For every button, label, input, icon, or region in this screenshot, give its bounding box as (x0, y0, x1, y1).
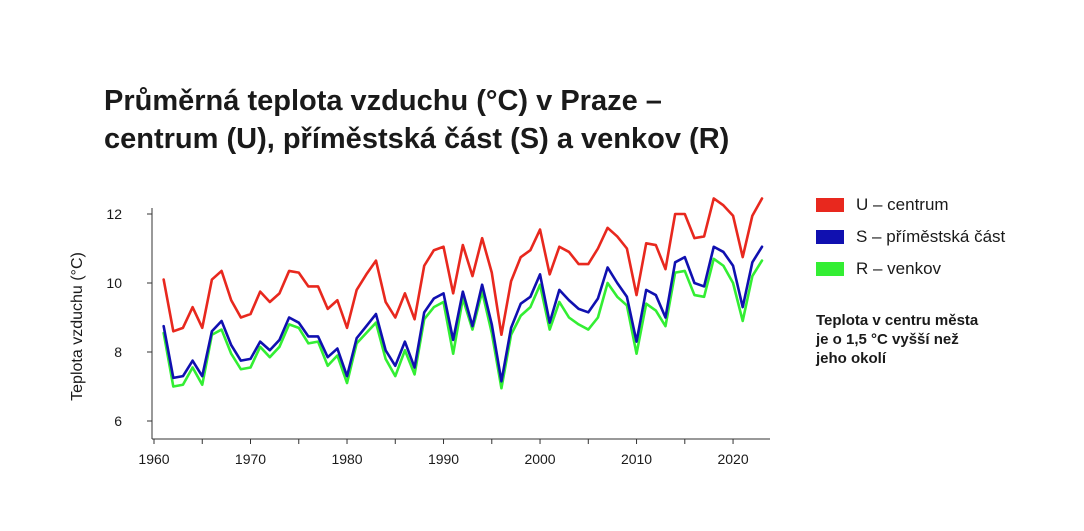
legend-item-3: R – venkov (816, 253, 1005, 285)
chart-title: Průměrná teplota vzduchu (°C) v Praze – … (104, 82, 804, 158)
chart-legend: U – centrum S – příměstská část R – venkov (816, 189, 1005, 285)
legend-label: U – centrum (856, 195, 949, 214)
y-tick-label: 10 (106, 275, 122, 291)
y-tick-label: 12 (106, 206, 122, 222)
y-axis-title: Teplota vzduchu (°C) (69, 252, 86, 401)
chart-note-line-1: Teplota v centru města (816, 312, 979, 329)
legend-label: S – příměstská část (856, 227, 1006, 246)
chart-title-line-2: centrum (U), příměstská část (S) a venko… (104, 123, 730, 155)
legend-item-1: U – centrum (816, 189, 1005, 221)
legend-swatch (816, 262, 844, 276)
x-tick-label: 1960 (138, 451, 169, 467)
x-tick-label: 1990 (428, 451, 459, 467)
legend-swatch (816, 198, 844, 212)
series-line-3 (162, 257, 764, 390)
series-line-2 (162, 245, 764, 383)
chart-note-line-3: jeho okolí (816, 350, 887, 367)
y-tick-label: 6 (114, 413, 122, 429)
chart-title-line-1: Průměrná teplota vzduchu (°C) v Praze – (104, 85, 662, 117)
legend-item-2: S – příměstská část (816, 221, 1005, 253)
x-tick-label: 2000 (524, 451, 555, 467)
y-tick-label: 8 (114, 344, 122, 360)
legend-swatch (816, 230, 844, 244)
x-tick-label: 2010 (621, 451, 652, 467)
legend-label: R – venkov (856, 259, 942, 278)
series-line-1 (162, 197, 764, 337)
chart-note-line-2: je o 1,5 °C vyšší než (816, 331, 959, 348)
x-tick-label: 1980 (331, 451, 362, 467)
chart-note: Teplota v centru města je o 1,5 °C vyšší… (816, 311, 1046, 368)
x-tick-label: 1970 (235, 451, 266, 467)
x-tick-label: 2020 (717, 451, 748, 467)
